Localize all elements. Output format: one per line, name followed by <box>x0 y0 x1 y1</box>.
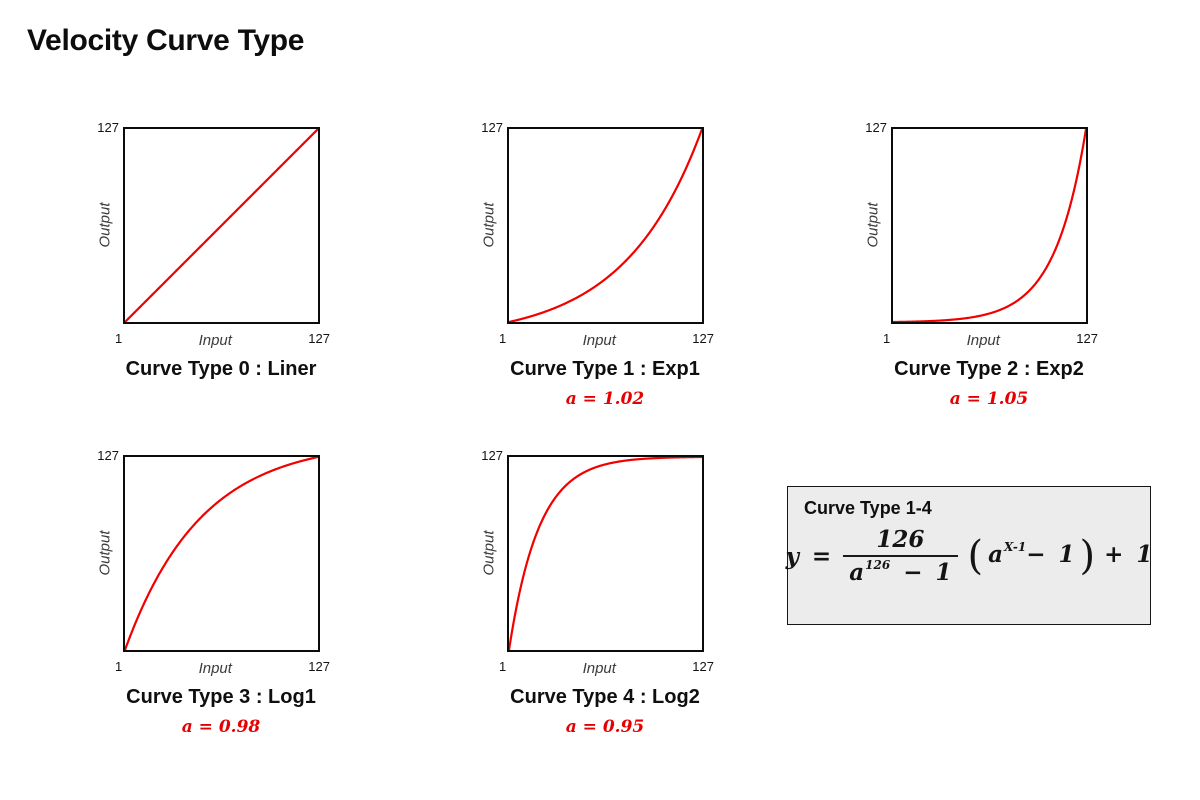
paren-exponent: X-1 <box>1004 539 1027 554</box>
x-axis-max-tick: 127 <box>308 659 330 674</box>
fraction-numerator: 126 <box>876 526 925 553</box>
chart-title: Curve Type 0 : Liner <box>125 358 317 380</box>
denominator-exponent: 126 <box>865 558 891 573</box>
chart-title: Curve Type 3 : Log1 <box>126 686 316 708</box>
paren-expression: aX-1− 1 <box>988 539 1075 568</box>
fraction-denominator: a126 − 1 <box>843 555 958 586</box>
x-axis-label: Input <box>582 660 616 677</box>
chart-title: Curve Type 4 : Log2 <box>510 686 700 708</box>
formula-fraction: 126 a126 − 1 <box>843 526 958 586</box>
y-axis-label: Output <box>480 202 498 248</box>
y-axis-label: Output <box>96 530 114 576</box>
curve-line <box>893 129 1086 322</box>
plot-area <box>507 455 704 652</box>
a-parameter-label: a = 1.02 <box>565 389 645 409</box>
x-axis-row: 1 Input 127 <box>115 330 330 349</box>
chart-title: Curve Type 2 : Exp2 <box>894 358 1084 380</box>
x-axis-row: 1 Input 127 <box>883 330 1098 349</box>
y-axis-max-tick: 127 <box>481 120 503 135</box>
x-axis-row: 1 Input 127 <box>499 330 714 349</box>
chart-title: Curve Type 1 : Exp1 <box>510 358 700 380</box>
x-axis-min-tick: 1 <box>499 331 507 346</box>
y-axis-max-tick: 127 <box>481 448 503 463</box>
paren-tail: − 1 <box>1026 540 1075 568</box>
page-title: Velocity Curve Type <box>27 24 305 57</box>
plot-area <box>123 127 320 324</box>
y-axis-max-tick: 127 <box>97 120 119 135</box>
x-axis-min-tick: 1 <box>115 659 123 674</box>
curve-line <box>509 457 702 650</box>
a-parameter-label: a = 0.98 <box>181 717 261 737</box>
plot-area <box>123 455 320 652</box>
paren-base: a <box>988 540 1004 568</box>
formula-tail: + 1 <box>1104 540 1153 568</box>
x-axis-label: Input <box>966 332 1000 349</box>
y-axis-max-tick: 127 <box>865 120 887 135</box>
chart-curve-type-1: 127 Output 1 Input 127 Curve Type 1 : Ex… <box>463 120 715 419</box>
y-axis-max-tick: 127 <box>97 448 119 463</box>
y-axis-label: Output <box>864 202 882 248</box>
x-axis-max-tick: 127 <box>692 659 714 674</box>
chart-curve-type-2: 127 Output 1 Input 127 Curve Type 2 : Ex… <box>847 120 1099 419</box>
plot-area <box>507 127 704 324</box>
a-parameter-label: a = 0.95 <box>565 717 645 737</box>
denominator-base: a <box>849 559 865 586</box>
x-axis-max-tick: 127 <box>692 331 714 346</box>
x-axis-min-tick: 1 <box>115 331 123 346</box>
formula: y = 126 a126 − 1 ( aX-1− 1 ) + 1 <box>785 526 1153 586</box>
x-axis-row: 1 Input 127 <box>115 658 330 677</box>
chart-curve-type-3: 127 Output 1 Input 127 Curve Type 3 : Lo… <box>79 448 331 747</box>
y-axis-label: Output <box>480 530 498 576</box>
x-axis-min-tick: 1 <box>883 331 891 346</box>
y-axis-label: Output <box>96 202 114 248</box>
plot-area <box>891 127 1088 324</box>
formula-lhs: y = <box>785 542 832 570</box>
a-parameter-label: a = 1.05 <box>949 389 1029 409</box>
formula-panel-heading: Curve Type 1-4 <box>804 498 932 518</box>
x-axis-label: Input <box>582 332 616 349</box>
denominator-tail: − 1 <box>903 559 952 586</box>
curve-line <box>125 129 318 322</box>
chart-curve-type-4: 127 Output 1 Input 127 Curve Type 4 : Lo… <box>463 448 715 747</box>
x-axis-min-tick: 1 <box>499 659 507 674</box>
x-axis-max-tick: 127 <box>1076 331 1098 346</box>
x-axis-label: Input <box>198 332 232 349</box>
x-axis-label: Input <box>198 660 232 677</box>
curve-line <box>509 129 702 322</box>
formula-panel: Curve Type 1-4 y = 126 a126 − 1 ( aX-1− … <box>785 486 1153 625</box>
x-axis-row: 1 Input 127 <box>499 658 714 677</box>
x-axis-max-tick: 127 <box>308 331 330 346</box>
curve-line <box>125 457 318 650</box>
chart-curve-type-0: 127 Output 1 Input 127 Curve Type 0 : Li… <box>79 120 331 419</box>
